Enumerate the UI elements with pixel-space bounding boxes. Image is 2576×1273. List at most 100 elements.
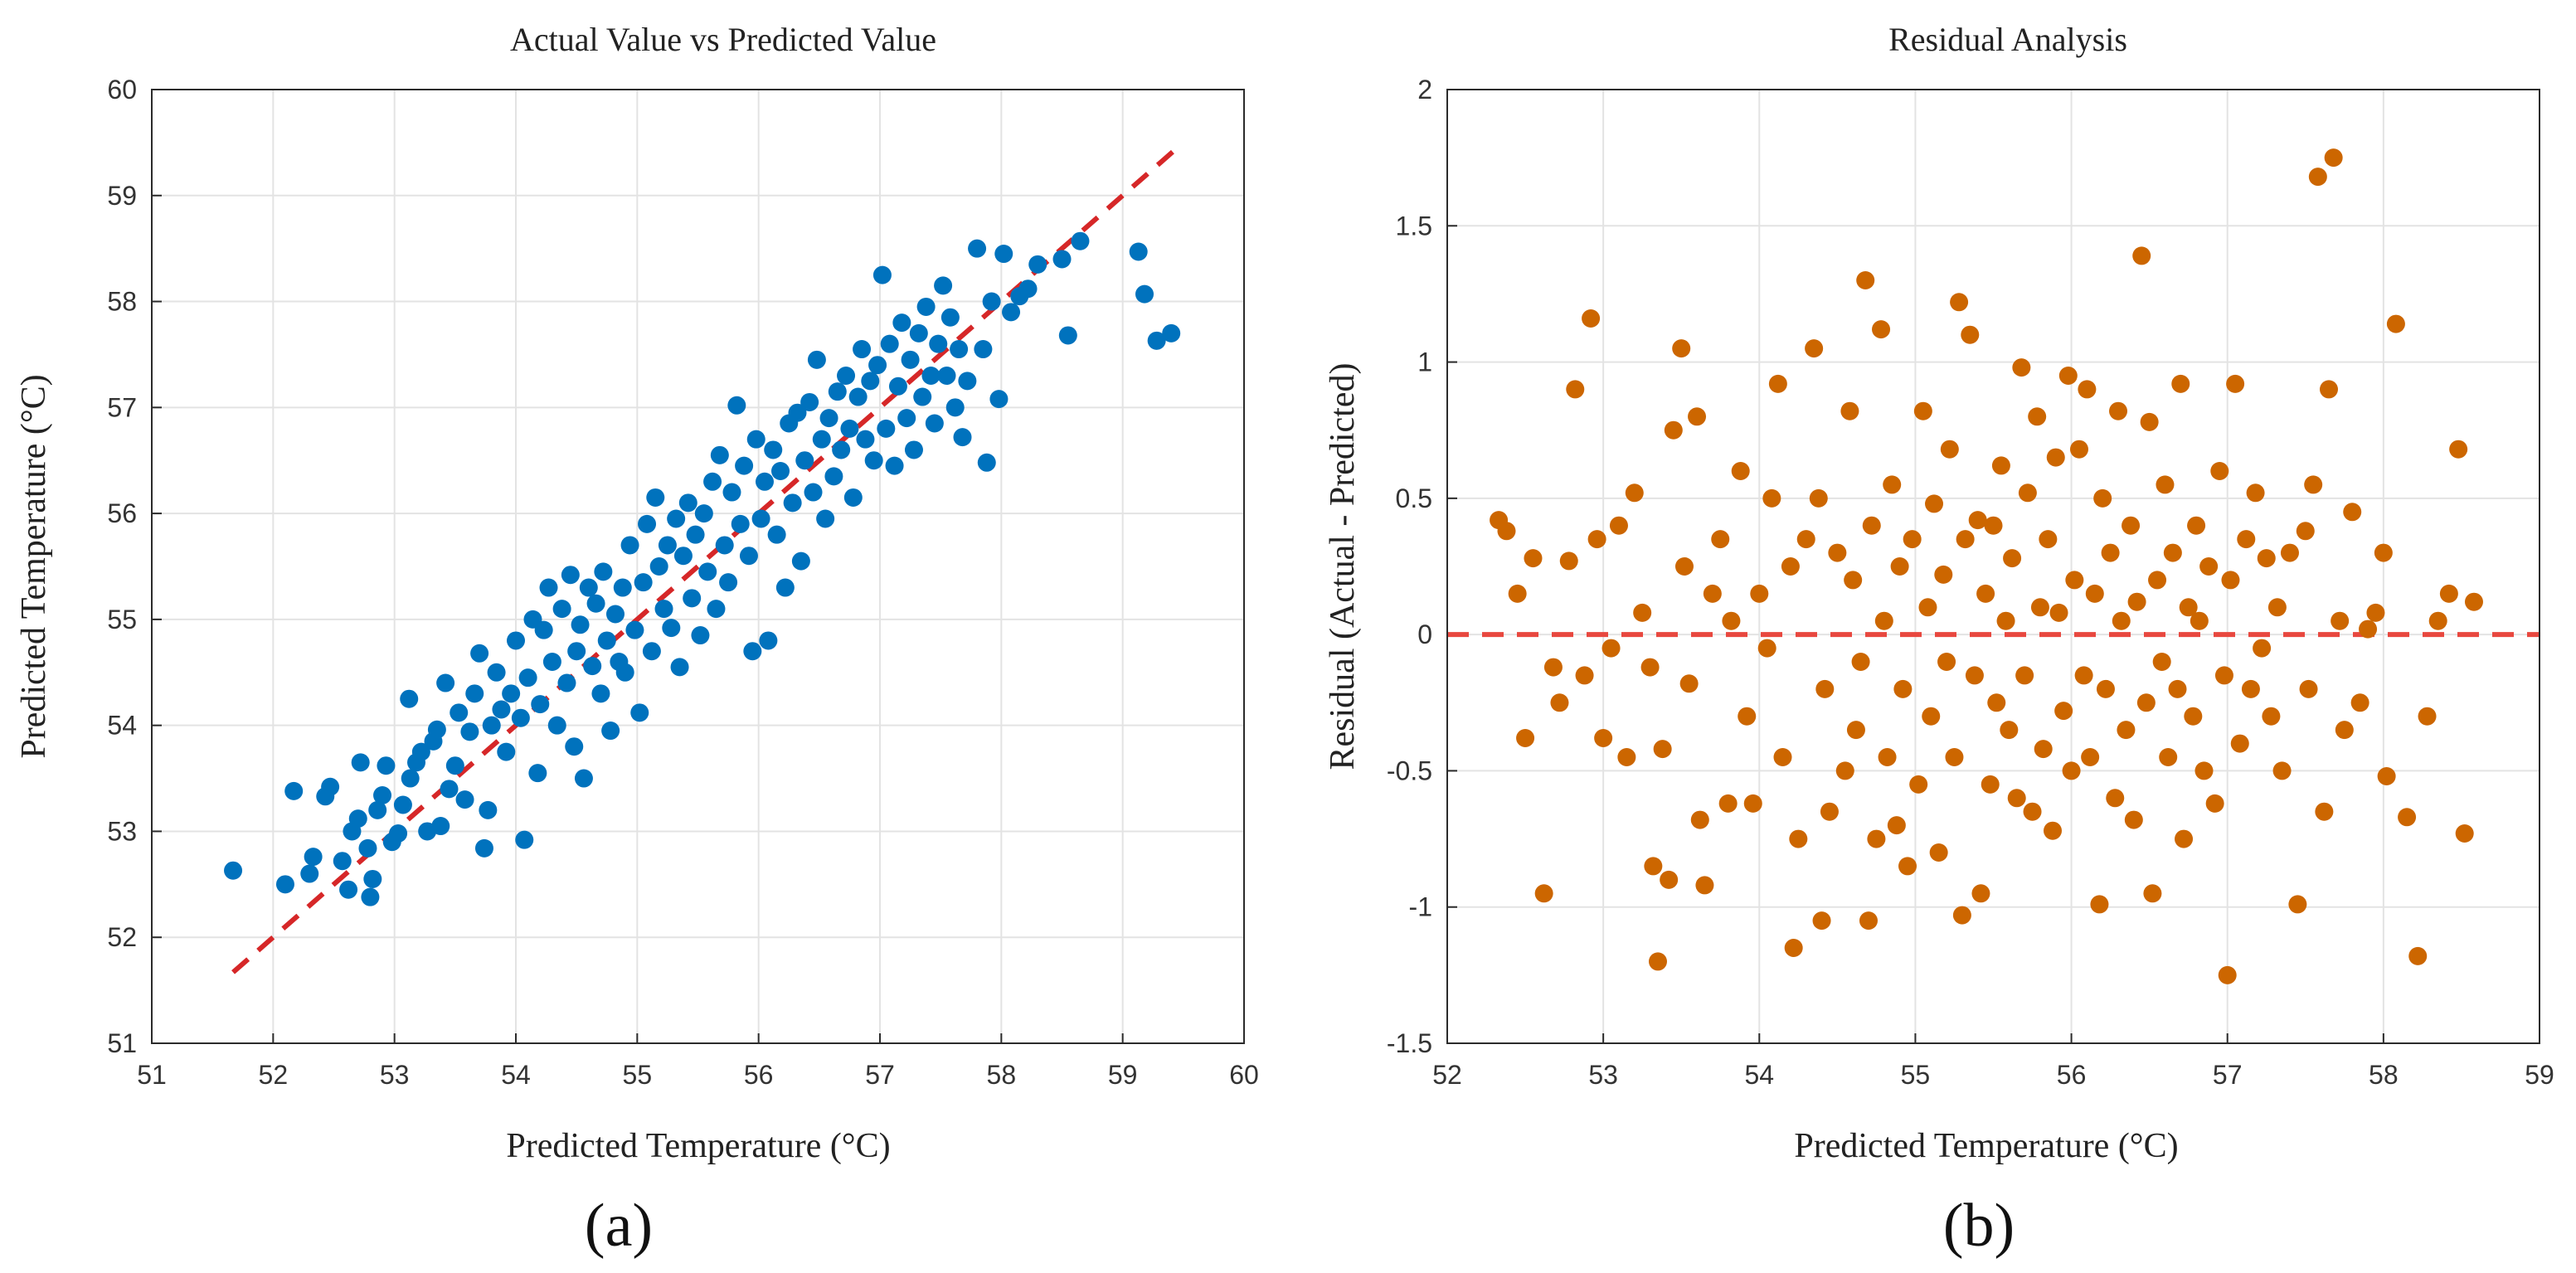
panel-a-point [843,488,863,507]
panel-a-x-tick-label: 58 [987,1060,1017,1090]
panel-b-point [1674,557,1694,576]
panel-a-point [791,551,810,571]
panel-a-point [698,562,717,581]
panel-b-point [1784,939,1803,957]
panel-a-y-tick-label: 54 [107,711,137,741]
panel-a-title: Actual Value vs Predicted Value [510,21,936,58]
panel-a-point [542,653,561,671]
panel-a-point [925,414,944,433]
panel-b-point [2315,802,2334,821]
panel-a-point [683,589,702,608]
panel-a-point [333,852,352,871]
panel-b-point [2112,611,2131,630]
panel-b-y-tick-label: 2 [1417,75,1432,104]
panel-a-point [630,703,649,722]
panel-b-point [1796,530,1815,549]
panel-b-point [2081,748,2100,766]
panel-b-point [2262,707,2281,726]
panel-a-point [800,392,819,411]
panel-a-point [565,737,584,756]
panel-a-y-tick-label: 52 [107,922,137,952]
panel-a-point [868,356,887,375]
panel-a-point [934,276,953,295]
panel-b-point [1690,810,1709,829]
panel-b-point [2359,619,2378,639]
panel-a-point [759,631,778,650]
panel-b-point [1945,748,1964,766]
panel-b-point [2299,679,2318,698]
panel-a-point [401,769,420,788]
panel-b-point [1815,679,1835,698]
panel-b-point [2214,666,2233,685]
panel-a-point [731,514,750,533]
panel-a-x-axis-label: Predicted Temperature (°C) [506,1127,890,1165]
panel-a-point [515,830,534,849]
panel-b-point [2152,653,2171,671]
panel-a-point [848,387,868,406]
panel-a-point [654,600,673,619]
panel-a-point [586,594,605,613]
panel-b-point [1789,829,1808,848]
panel-b-point [1984,516,2003,535]
panel-a-point [460,722,479,741]
panel-a-point [929,334,948,353]
panel-b-point [2253,639,2272,658]
panel-b-point [2159,748,2178,766]
panel-b-point [1762,488,1781,508]
panel-b-point [1840,401,1859,420]
panel-b-point [2109,401,2128,420]
panel-b-point [1625,483,1644,503]
panel-a-point [974,340,993,359]
panel-b-point [2093,488,2112,508]
panel-a-point [667,509,686,528]
panel-b-point [2015,666,2034,685]
panel-a-point [634,573,653,592]
panel-a-y-tick-label: 60 [107,75,137,104]
panel-a-point [321,777,340,796]
panel-b-point [2179,598,2198,617]
panel-a-point [937,367,956,385]
panel-a-point [940,308,960,327]
panel-b-point [2184,707,2203,726]
panel-b-point [1968,511,1987,530]
panel-b-point [1703,584,1722,603]
panel-b-point [2156,475,2175,494]
panel-a-x-tick-label: 55 [623,1060,653,1090]
panel-a-point [909,323,928,343]
panel-a-point [594,562,613,581]
panel-b-point [2023,802,2042,821]
panel-a-point [649,557,668,576]
panel-a-point [300,864,319,883]
panel-a-point [751,509,770,528]
panel-b-point [1929,843,1948,862]
panel-a-point [832,440,851,459]
panel-a-point [613,578,632,597]
panel-b-point [2199,557,2219,576]
panel-a-point [837,367,856,385]
panel-a-point [518,668,537,688]
panel-a-point [363,869,382,888]
panel-b-point [1757,639,1776,658]
panel-a-point [1028,255,1047,274]
panel-b-point [1872,320,1891,339]
panel-a-point [816,509,835,528]
panel-b-point [2007,789,2026,808]
panel-b-point [2439,584,2458,603]
panel-b-point [1750,584,1769,603]
panel-a-point [502,684,521,703]
panel-b-point [1805,339,1824,358]
panel-b-point [1835,761,1854,780]
panel-a-point [487,663,506,682]
panel-a-point [880,334,899,353]
panel-a-point [528,764,547,783]
panel-a-point [389,824,408,843]
panel-b-point [1731,462,1750,480]
panel-a-point [479,800,498,819]
panel-a-y-tick-label: 58 [107,287,137,317]
panel-a-point [735,456,754,475]
panel-b-point [1991,456,2010,475]
panel-b-point [2101,543,2120,562]
panel-b-point [2246,483,2265,503]
panel-a-point [492,700,511,719]
panel-b-x-tick-label: 56 [2057,1060,2087,1090]
